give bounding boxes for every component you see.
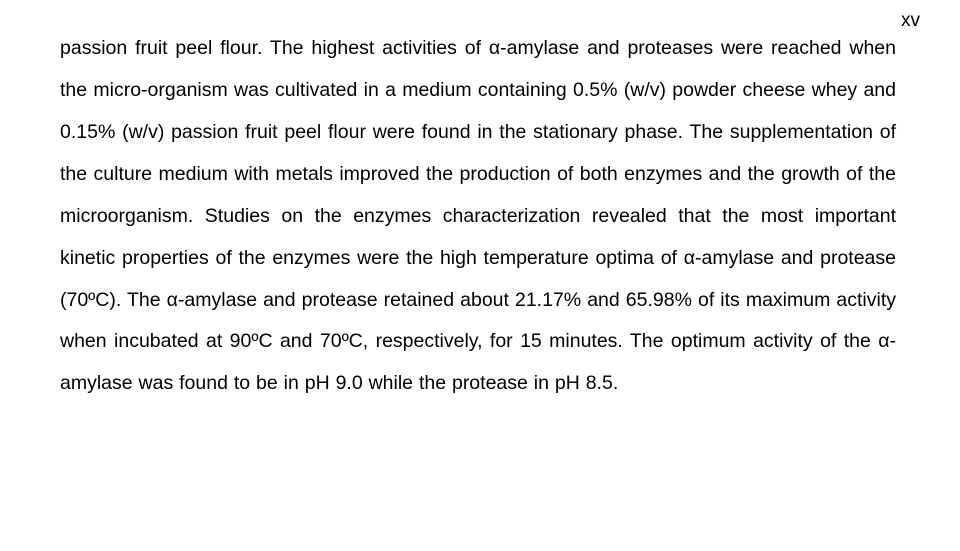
page-number: xv	[901, 10, 920, 32]
document-page: xv passion fruit peel flour. The highest…	[0, 0, 960, 551]
body-paragraph: passion fruit peel flour. The highest ac…	[60, 28, 896, 405]
